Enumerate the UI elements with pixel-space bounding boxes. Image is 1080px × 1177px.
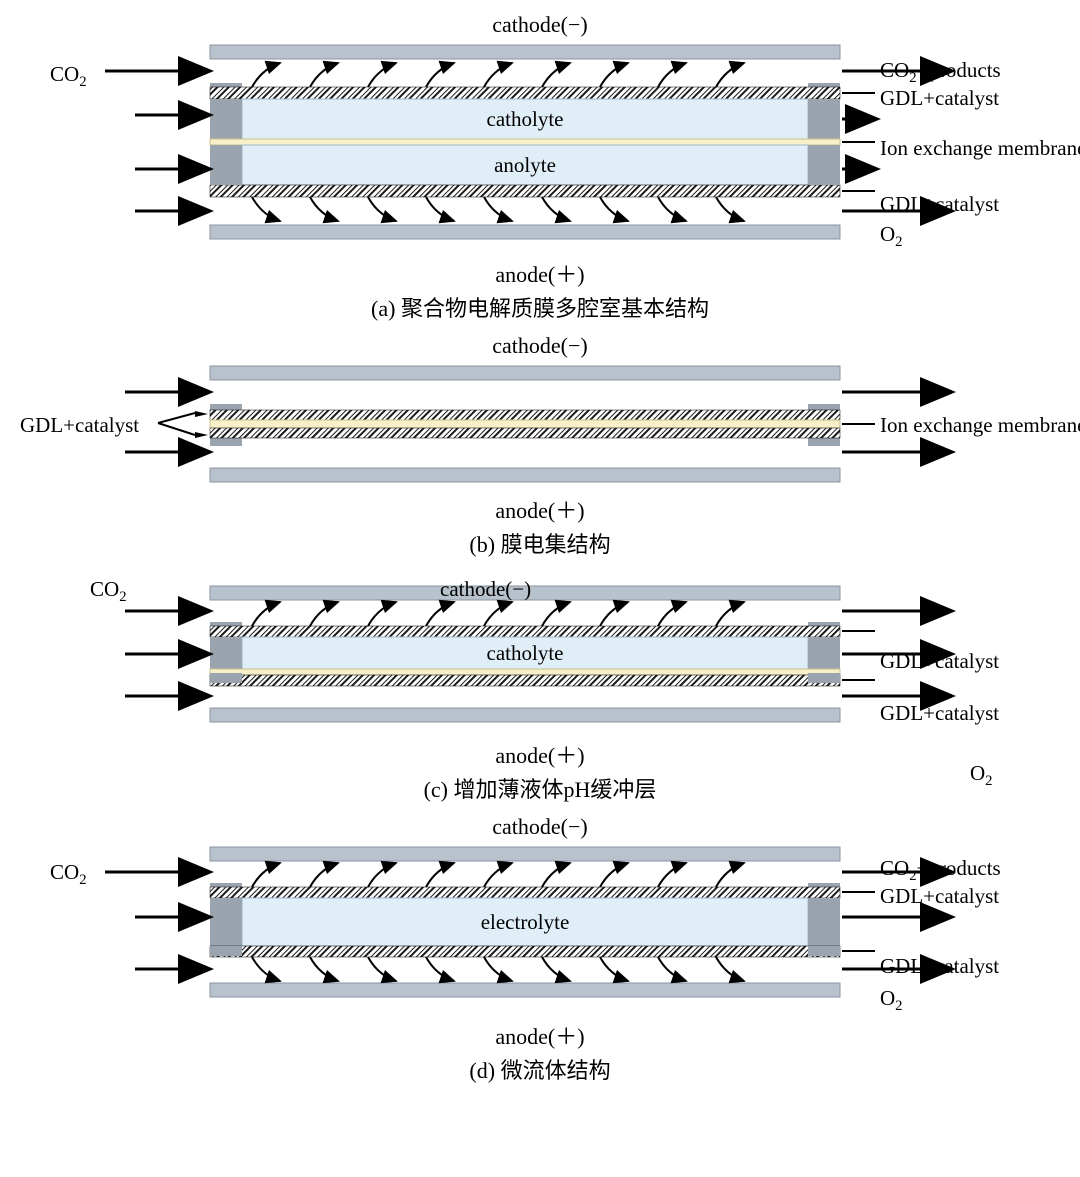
gdl-d-bot-label: GDL+catalyst	[880, 954, 999, 979]
co2-out-label: CO2+products	[880, 58, 1001, 87]
panel-a: cathode(−) catholyte anolyte CO2 CO2+prod…	[10, 12, 1070, 323]
anode-label-b: anode(＋)	[10, 493, 1070, 525]
caption-b: (b) 膜电集结构	[10, 527, 1070, 559]
svg-text:anolyte: anolyte	[494, 153, 556, 177]
panel-d: cathode(−) electrolyte CO2 CO2+products …	[10, 814, 1070, 1085]
gdl-b-label: GDL+catalyst	[20, 413, 139, 438]
co2-d-out-label: CO2+products	[880, 856, 1001, 885]
anode-label: anode(＋)	[10, 257, 1070, 289]
gdl-d-top-label: GDL+catalyst	[880, 884, 999, 909]
gdl-bot-label: GDL+catalyst	[880, 192, 999, 217]
co2-c-label: CO2	[90, 577, 127, 606]
panel-b: cathode(−) GDL+catalyst Ion exchange mem…	[10, 333, 1070, 559]
cathode-label-b: cathode(−)	[10, 333, 1070, 359]
gdl-c-top-label: GDL+catalyst	[880, 649, 999, 674]
o2-d-label: O2	[880, 986, 903, 1015]
caption-a: (a) 聚合物电解质膜多腔室基本结构	[10, 291, 1070, 323]
diagram-d: electrolyte CO2 CO2+products GDL+catalys…	[10, 842, 1070, 1017]
anode-label-d: anode(＋)	[10, 1019, 1070, 1051]
diagram-c: CO2 cathode(−) catholyte GDL+catalyst GD…	[10, 581, 1070, 736]
co2-in-label: CO2	[50, 62, 87, 91]
caption-d: (d) 微流体结构	[10, 1053, 1070, 1085]
svg-text:electrolyte: electrolyte	[481, 910, 570, 934]
gdl-top-label: GDL+catalyst	[880, 86, 999, 111]
svg-text:catholyte: catholyte	[487, 641, 564, 665]
svg-text:catholyte: catholyte	[487, 107, 564, 131]
diagram-a: catholyte anolyte CO2 CO2+products GDL+ca…	[10, 40, 1070, 255]
cathode-label-d: cathode(−)	[10, 814, 1070, 840]
caption-c: (c) 增加薄液体pH缓冲层	[10, 772, 1070, 804]
anode-label-c: anode(＋)	[10, 738, 1070, 770]
o2-c-label: O2	[970, 761, 993, 790]
panel-c: CO2 cathode(−) catholyte GDL+catalyst GD…	[10, 581, 1070, 804]
iem-b-label: Ion exchange membrane	[880, 413, 1080, 438]
cathode-label-c: cathode(−)	[440, 577, 531, 602]
cathode-label: cathode(−)	[10, 12, 1070, 38]
diagram-b: GDL+catalyst Ion exchange membrane	[10, 361, 1070, 491]
iem-label: Ion exchange membrane	[880, 136, 1080, 161]
o2-out-label: O2	[880, 222, 903, 251]
gdl-c-bot-label: GDL+catalyst	[880, 701, 999, 726]
co2-d-label: CO2	[50, 860, 87, 889]
